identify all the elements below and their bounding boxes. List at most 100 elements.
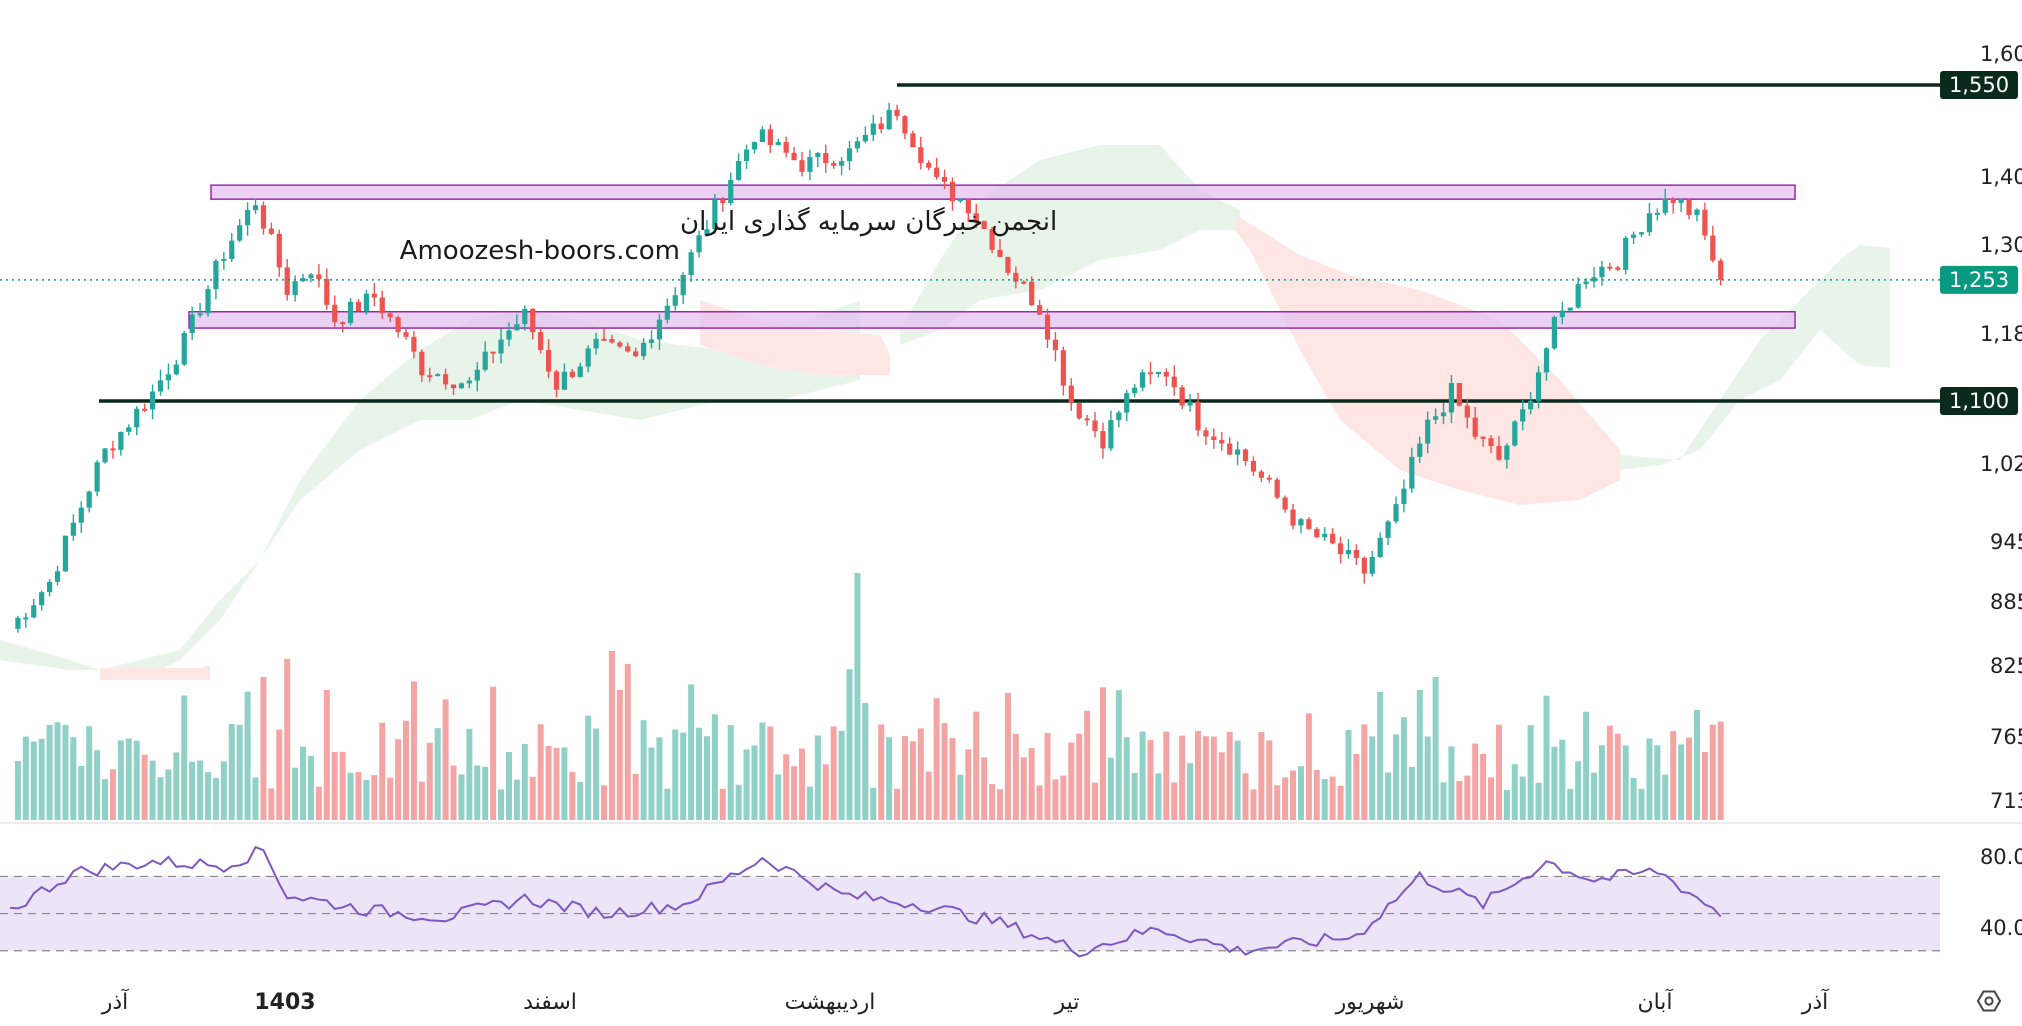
candle-body [1710, 235, 1716, 261]
candle-body [1654, 212, 1660, 215]
candle-body [846, 148, 853, 162]
volume-bar [941, 722, 948, 820]
price-axis[interactable]: 1,600 1,400 1,300 1,180 1,025 945 885 825 765 713 [1980, 42, 2022, 813]
candle-body [625, 346, 631, 352]
volume-bar [1044, 732, 1051, 820]
candle-body [1694, 209, 1700, 215]
volume-bar [355, 772, 362, 820]
price-axis-tick: 825 [1990, 654, 2022, 678]
candle-body [1258, 471, 1264, 478]
volume-bar [1377, 691, 1384, 820]
candle-body [466, 380, 472, 384]
candle-body [324, 279, 330, 305]
volume-bar [133, 740, 140, 820]
volume-bar [1448, 746, 1455, 820]
candle-body [1282, 497, 1288, 510]
volume-bar [466, 728, 473, 820]
candle-body [292, 281, 298, 295]
volume-bar [30, 741, 37, 820]
volume-bar [648, 747, 655, 820]
candle-body [815, 152, 821, 158]
candle-body [1504, 445, 1510, 460]
volume-bar [1591, 772, 1597, 820]
time-axis[interactable]: آذر 1403 اسفند اردیبهشت تیر شهریور آبان آذر [101, 988, 1829, 1015]
candle-body [1322, 533, 1328, 538]
candle-body [736, 160, 742, 180]
candle-body [807, 157, 813, 172]
volume-bar [1583, 711, 1590, 820]
candle-body [680, 275, 686, 296]
time-axis-tick: آذر [1801, 988, 1829, 1015]
volume-bar [323, 690, 330, 820]
candle-body [672, 295, 678, 306]
candle-body [268, 228, 274, 234]
candle-body [1718, 260, 1724, 280]
candle-body [1052, 339, 1059, 351]
candle-body [1037, 305, 1043, 315]
rsi-axis-tick: 40.00 [1980, 916, 2022, 940]
price-zone[interactable] [210, 184, 1796, 200]
volume-bar [102, 779, 109, 820]
volume-bar [410, 681, 417, 820]
volume-bar [292, 767, 299, 820]
candle-body [1100, 431, 1106, 449]
volume-bar [1107, 757, 1114, 820]
volume-bar [1527, 725, 1534, 820]
price-zone[interactable] [188, 311, 1796, 329]
candle-body [870, 123, 876, 135]
candle-body [1171, 376, 1177, 388]
candle-body [949, 181, 956, 202]
candle-body [197, 313, 203, 316]
time-axis-tick: شهریور [1335, 990, 1405, 1015]
candle-body [134, 408, 140, 428]
candle-body [1369, 557, 1375, 574]
volume-bar [830, 726, 837, 820]
candle-body [545, 349, 552, 372]
candle-body [482, 351, 488, 370]
volume-bar [608, 651, 615, 820]
volume-bar [54, 722, 61, 820]
volume-bar [498, 789, 505, 820]
candle-body [1528, 400, 1534, 410]
price-candles [15, 102, 1724, 633]
candle-body [1044, 314, 1051, 340]
volume-bar [1622, 745, 1629, 820]
volume-bar [973, 711, 980, 820]
candle-body [260, 205, 267, 229]
volume-bar [529, 776, 536, 820]
candle-body [1409, 456, 1415, 489]
volume-bar [703, 736, 710, 820]
candle-body [522, 308, 528, 325]
candle-body [1092, 420, 1098, 432]
price-axis-tick: 1,300 [1980, 233, 2022, 257]
candle-body [23, 617, 29, 620]
candle-body [1235, 449, 1241, 455]
candle-body [498, 339, 504, 354]
volume-bar [521, 744, 528, 820]
volume-bar [696, 727, 703, 820]
volume-bar [1709, 724, 1716, 820]
candle-body [213, 260, 219, 290]
candle-body [854, 141, 861, 149]
candle-body [300, 278, 306, 282]
candle-body [118, 431, 124, 450]
volume-bar [1456, 780, 1463, 820]
volume-bar [94, 750, 101, 820]
candle-body [514, 324, 520, 331]
candle-body [1108, 420, 1114, 449]
candle-body [878, 123, 884, 130]
candle-body [126, 427, 132, 432]
volume-bar [1242, 773, 1249, 820]
hexagon-gear-icon[interactable] [1976, 990, 2002, 1012]
volume-bar [1361, 724, 1368, 820]
candle-body [894, 109, 900, 117]
rsi-axis-tick: 80.00 [1980, 845, 2022, 869]
volume-bar [181, 695, 188, 820]
volume-bar [537, 724, 544, 820]
candle-body [245, 210, 251, 226]
candle-body [332, 304, 338, 323]
volume-bar [1187, 763, 1194, 820]
time-axis-tick: اسفند [523, 990, 577, 1015]
volume-bar [1400, 717, 1407, 820]
